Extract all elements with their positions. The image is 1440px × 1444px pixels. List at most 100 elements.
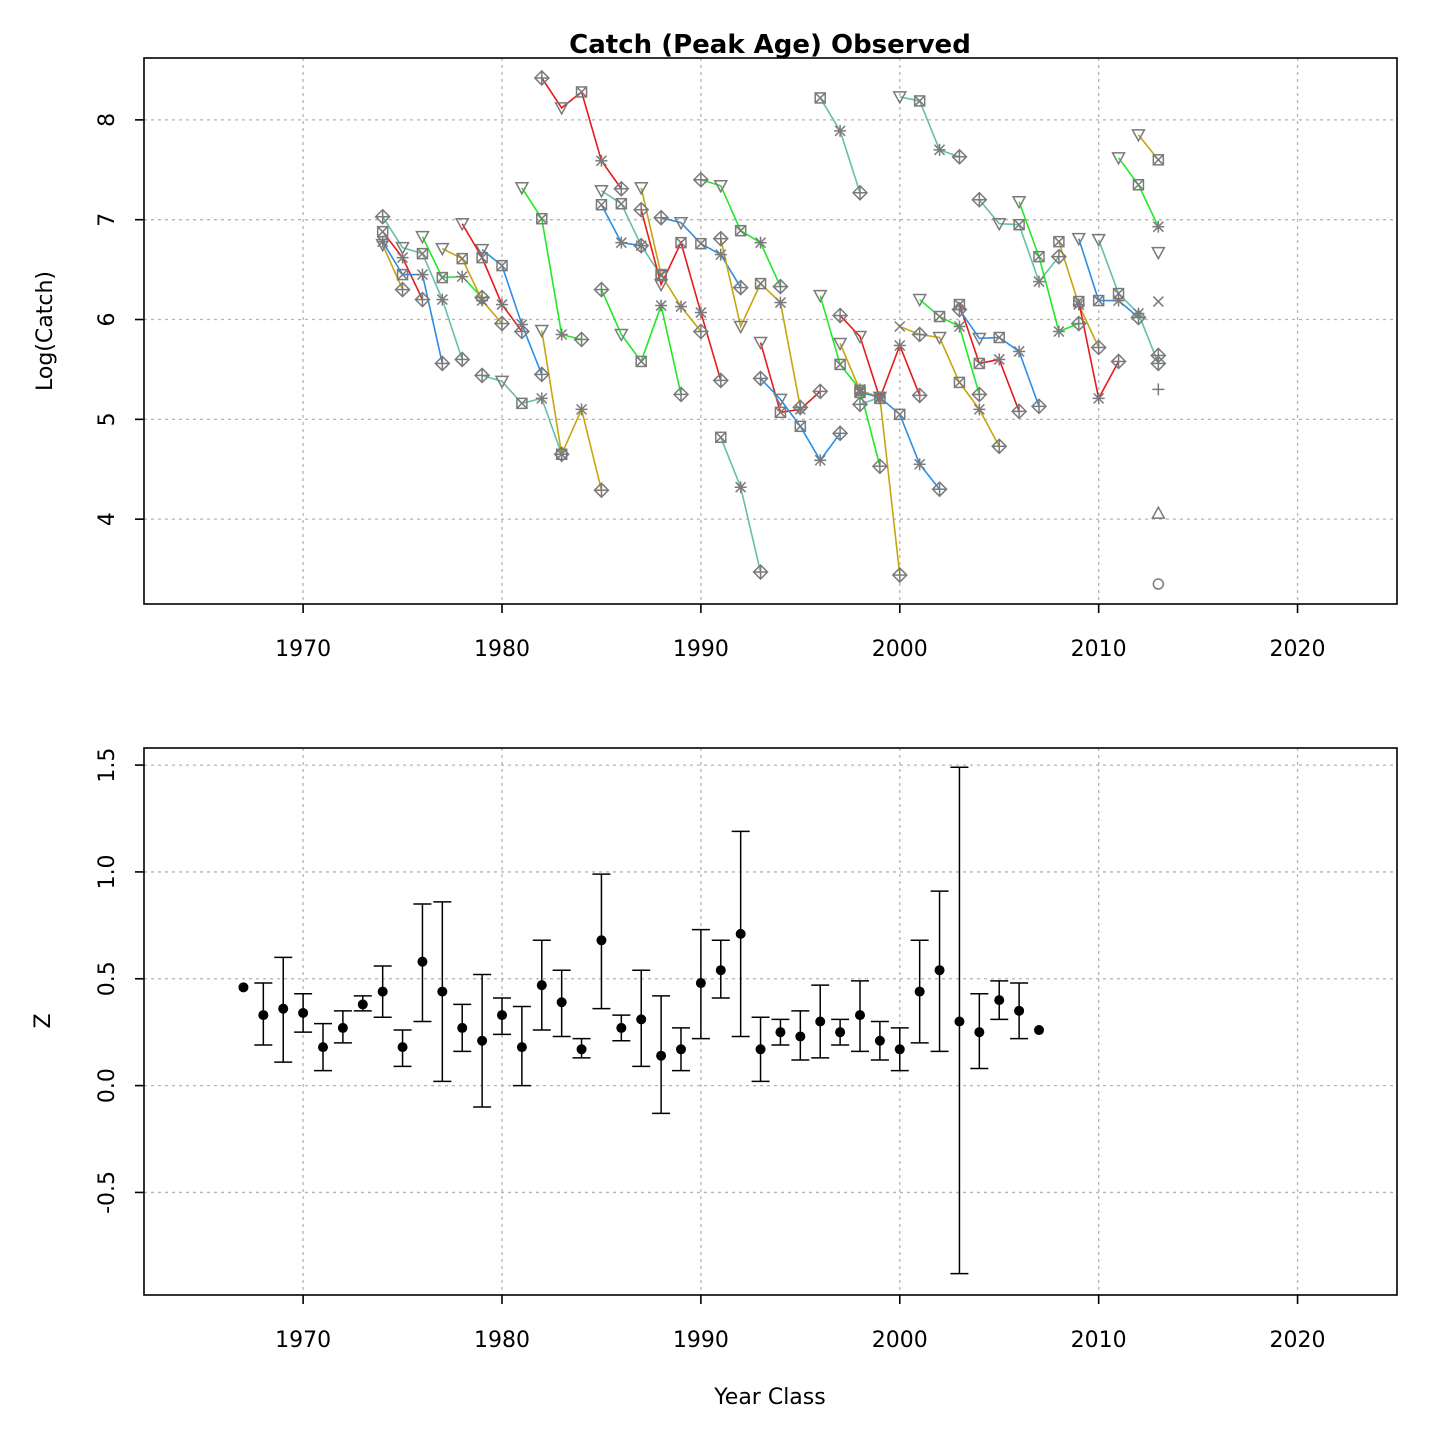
z-x-tick-label: 2010 <box>1071 1328 1127 1353</box>
catch-point-square-cross <box>993 331 1005 344</box>
catch-point-square <box>595 198 608 211</box>
catch-point-square-cross <box>377 226 389 238</box>
z-point <box>636 1014 647 1025</box>
catch-point-triangle <box>633 182 649 196</box>
z-point <box>596 935 607 946</box>
catch-point-star <box>655 300 667 312</box>
z-point <box>437 986 448 997</box>
z-point <box>874 1035 885 1046</box>
catch-point-star <box>556 328 568 341</box>
catch-cohort-line <box>1097 239 1160 364</box>
catch-cohort-line <box>640 187 702 332</box>
catch-point-square-cross <box>695 238 707 250</box>
z-point <box>576 1044 587 1055</box>
catch-point-star <box>615 237 627 249</box>
z-point <box>974 1027 985 1038</box>
catch-point-star <box>973 403 985 415</box>
catch-point-square-cross <box>675 237 687 249</box>
catch-point-square <box>794 420 807 433</box>
catch-point-triangle <box>554 102 569 116</box>
catch-point-triangle <box>852 330 868 345</box>
catch-point-square-cross <box>1033 251 1045 263</box>
catch-point-square <box>536 212 548 225</box>
catch-x-tick-label: 1970 <box>275 637 331 662</box>
catch-cohort-line <box>1018 201 1080 333</box>
catch-point-square-cross <box>536 213 548 225</box>
z-point <box>397 1042 408 1053</box>
z-point <box>516 1042 527 1053</box>
catch-point-square <box>496 259 508 272</box>
catch-point-square-cross <box>814 92 826 104</box>
catch-cohort-line <box>381 244 404 290</box>
catch-point-star <box>377 236 389 248</box>
catch-point-square <box>615 197 628 210</box>
z-point <box>278 1003 289 1014</box>
catch-point-triangle <box>773 393 788 407</box>
catch-point-square-cross <box>595 199 607 211</box>
catch-point-square-cross <box>516 397 528 409</box>
catch-point-square <box>675 236 687 249</box>
z-point <box>695 978 706 989</box>
catch-point-triangle <box>832 337 848 352</box>
catch-point-star <box>774 297 786 309</box>
z-point <box>298 1007 309 1018</box>
catch-point-star <box>934 144 946 156</box>
catch-cohort-line <box>521 187 582 341</box>
catch-cohort-line <box>1078 238 1139 319</box>
catch-y-tick-label: 7 <box>95 213 120 227</box>
z-point <box>457 1022 468 1033</box>
catch-axes: 1970 1980 1990 2000 2010 2020 4 5 6 7 8 <box>95 113 1326 662</box>
catch-point-square <box>814 92 826 104</box>
z-point <box>934 965 945 976</box>
z-point <box>1034 1025 1044 1036</box>
z-point <box>735 928 746 939</box>
z-plot-frame <box>143 747 1398 1296</box>
catch-point-star <box>953 320 965 333</box>
catch-cohort-line <box>899 96 960 158</box>
z-point <box>954 1016 965 1027</box>
catch-point-triangle <box>991 217 1007 232</box>
catch-point-star <box>516 318 528 331</box>
catch-point-star <box>1013 345 1025 357</box>
catch-cohort-line <box>819 295 881 467</box>
catch-point-triangle <box>812 289 828 304</box>
catch-cohort-lines <box>381 77 1160 576</box>
z-point <box>855 1010 865 1021</box>
catch-point-star <box>1152 221 1164 233</box>
catch-point-square <box>774 406 787 419</box>
catch-point-square-cross <box>1053 236 1065 248</box>
catch-point-star <box>1033 276 1045 288</box>
catch-point-star <box>595 155 607 167</box>
catch-point-triangle <box>494 375 510 389</box>
catch-y-tick-label: 4 <box>95 512 120 526</box>
catch-point-star <box>1073 299 1085 311</box>
catch-point-square <box>715 431 727 444</box>
catch-point-square <box>754 277 767 290</box>
catch-point-x <box>1152 296 1164 308</box>
catch-point-star <box>1053 325 1065 338</box>
catch-point-x <box>894 320 906 333</box>
catch-point-square <box>1053 235 1065 248</box>
catch-chart-title: Catch (Peak Age) Observed <box>569 30 971 60</box>
catch-cohort-line <box>700 179 782 287</box>
catch-point-triangle <box>1071 232 1087 247</box>
catch-cohort-line <box>600 289 682 395</box>
catch-cohort-line <box>819 97 861 193</box>
catch-point-star <box>695 307 707 319</box>
catch-cohort-line <box>859 391 941 490</box>
catch-cohort-line <box>640 209 722 381</box>
z-point <box>377 986 388 997</box>
z-y-tick-label: 0.5 <box>95 961 120 996</box>
catch-point-star <box>436 294 448 306</box>
z-point <box>914 986 925 997</box>
z-x-tick-label: 1990 <box>673 1328 729 1353</box>
catch-point-square <box>1073 295 1085 308</box>
catch-point-square <box>555 448 568 461</box>
catch-point-square-cross <box>655 269 667 281</box>
catch-point-triangle <box>892 91 908 105</box>
catch-point-triangle <box>435 242 450 257</box>
catch-x-tick-label: 2020 <box>1270 637 1326 662</box>
catch-point-star <box>675 301 687 313</box>
